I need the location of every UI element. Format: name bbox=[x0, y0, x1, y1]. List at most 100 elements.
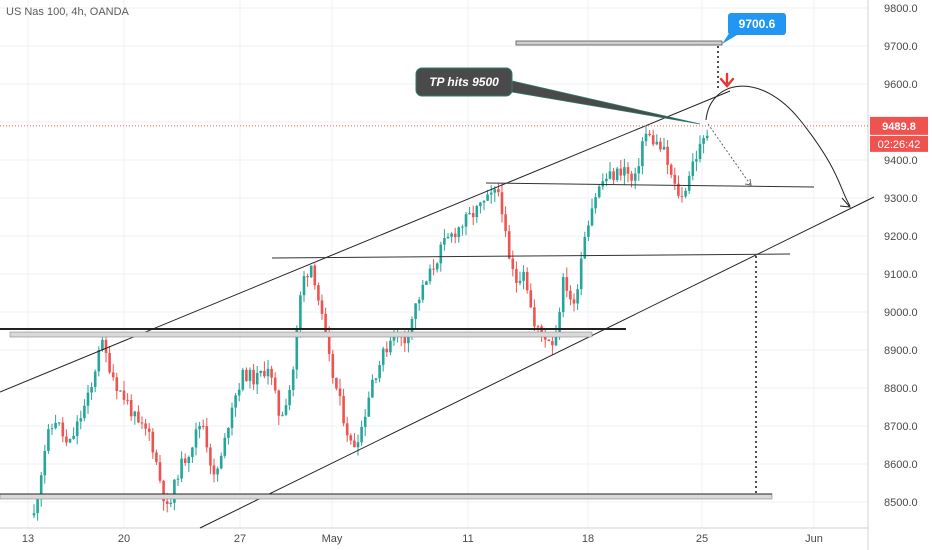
candle-body bbox=[385, 348, 389, 353]
candle-body bbox=[468, 213, 471, 215]
candle-body bbox=[360, 426, 363, 443]
last-price-label: 9489.8 bbox=[882, 121, 916, 133]
candle-body bbox=[428, 268, 432, 282]
y-tick-label: 8700.0 bbox=[884, 421, 918, 433]
candle-body bbox=[259, 370, 263, 374]
candle-body bbox=[306, 276, 309, 278]
candle-body bbox=[57, 422, 61, 424]
candle-body bbox=[410, 318, 414, 336]
candle-body bbox=[201, 425, 205, 427]
candle-body bbox=[504, 214, 507, 232]
candle-body bbox=[666, 146, 669, 165]
candle-body bbox=[65, 436, 68, 443]
target-tag bbox=[728, 13, 786, 35]
candle-body bbox=[633, 173, 637, 181]
candle-body bbox=[327, 333, 331, 355]
candle-body bbox=[371, 379, 374, 398]
candle-body bbox=[479, 202, 482, 207]
candle-body bbox=[648, 133, 651, 136]
time-axis: 13 20 27 May 11 18 25 Jun bbox=[0, 527, 868, 545]
candle-body bbox=[234, 395, 237, 408]
candle-body bbox=[75, 421, 79, 436]
candle-body bbox=[335, 377, 338, 389]
candle-body bbox=[637, 166, 641, 174]
candle-body bbox=[162, 480, 165, 502]
candle-body bbox=[39, 475, 43, 499]
y-tick-label: 9000.0 bbox=[884, 307, 918, 319]
candle-body bbox=[252, 369, 255, 385]
candle-body bbox=[137, 411, 140, 423]
candle-body bbox=[551, 341, 554, 346]
candle-body bbox=[183, 458, 187, 463]
candle-body bbox=[115, 377, 119, 392]
upper-channel-line bbox=[0, 90, 731, 393]
candle-body bbox=[561, 277, 565, 313]
projection-arrowhead bbox=[839, 197, 852, 208]
candle-body bbox=[198, 425, 201, 430]
candle-body bbox=[237, 389, 241, 396]
candle-body bbox=[101, 339, 104, 351]
y-tick-label: 9700.0 bbox=[884, 41, 918, 53]
candle-body bbox=[572, 299, 576, 304]
candle-body bbox=[608, 171, 612, 179]
candle-body bbox=[317, 285, 320, 301]
candle-body bbox=[389, 340, 392, 353]
candle-body bbox=[349, 435, 353, 441]
candle-body bbox=[619, 168, 623, 176]
candle-body bbox=[695, 159, 698, 162]
x-tick-label: 11 bbox=[462, 533, 473, 545]
candle-body bbox=[126, 399, 129, 401]
candle-body bbox=[155, 452, 158, 463]
candle-body bbox=[302, 276, 306, 296]
candle-body bbox=[471, 213, 475, 218]
candle-body bbox=[324, 313, 327, 334]
candle-body bbox=[583, 236, 587, 259]
candle-body bbox=[644, 133, 648, 142]
candle-body bbox=[381, 348, 385, 366]
candle-body bbox=[680, 195, 684, 197]
candle-body bbox=[93, 371, 97, 388]
candle-body bbox=[227, 427, 230, 438]
candle-body bbox=[288, 389, 291, 406]
candle-body bbox=[626, 167, 630, 174]
candle-body bbox=[277, 390, 281, 416]
price-axis: 8500.0 8600.0 8700.0 8800.0 8900.0 9000.0 9100… bbox=[867, 0, 918, 550]
candle-body bbox=[295, 329, 299, 370]
candle-body bbox=[554, 331, 558, 346]
candle-body bbox=[338, 388, 342, 397]
callout-text: TP hits 9500 bbox=[429, 75, 499, 89]
candle-body bbox=[299, 295, 302, 330]
projection-arc bbox=[705, 85, 851, 207]
bottom-zone bbox=[0, 493, 773, 500]
candle-body bbox=[691, 161, 695, 176]
candle-body bbox=[507, 231, 511, 259]
candle-body bbox=[612, 171, 615, 180]
candle-body bbox=[533, 307, 536, 327]
candle-body bbox=[651, 135, 655, 145]
candle-body bbox=[219, 455, 223, 469]
y-tick-label: 8900.0 bbox=[884, 345, 918, 357]
candle-body bbox=[702, 138, 705, 144]
candle-body bbox=[90, 387, 93, 393]
candle-body bbox=[421, 284, 425, 300]
candle-body bbox=[32, 513, 36, 516]
candle-body bbox=[374, 378, 378, 380]
candle-body bbox=[212, 465, 216, 475]
candle-body bbox=[86, 392, 90, 406]
candle-body bbox=[187, 457, 191, 463]
candle-body bbox=[655, 141, 659, 145]
candle-body bbox=[705, 135, 709, 139]
dotted-projection-arrowhead bbox=[744, 178, 752, 186]
candle-body bbox=[367, 397, 371, 417]
candle-body bbox=[205, 426, 209, 448]
candle-body bbox=[140, 422, 144, 424]
callout-box bbox=[415, 67, 513, 97]
candle-body bbox=[378, 365, 381, 379]
candle-body bbox=[72, 435, 75, 439]
candle-body bbox=[273, 377, 277, 391]
candle-body bbox=[515, 269, 518, 283]
candle-body bbox=[453, 233, 457, 238]
candle-body bbox=[209, 447, 212, 466]
candle-body bbox=[594, 197, 597, 209]
